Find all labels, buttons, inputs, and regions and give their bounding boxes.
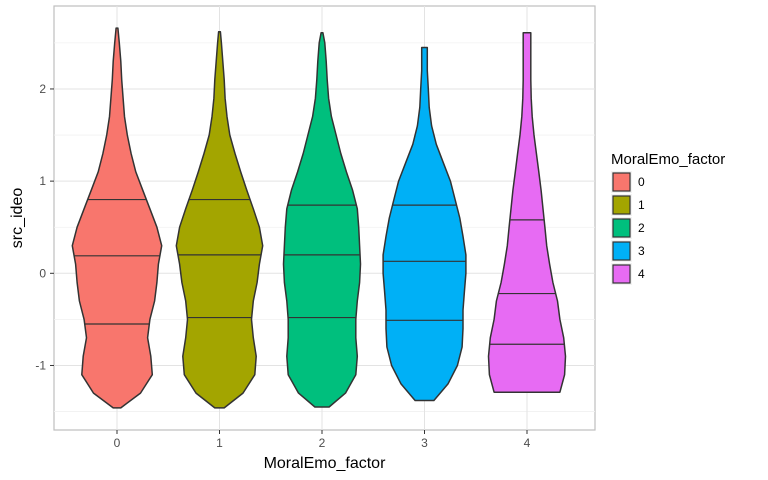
- y-tick-label: 0: [39, 266, 46, 280]
- y-tick-label: -1: [35, 358, 46, 372]
- y-tick-label: 1: [39, 174, 46, 188]
- violins: [71, 27, 567, 409]
- violin-4: [487, 31, 567, 393]
- legend-swatch-4: [612, 264, 631, 284]
- x-tick-label: 1: [216, 436, 223, 450]
- violin-2: [282, 31, 362, 408]
- legend-label-2: 2: [638, 221, 645, 235]
- x-tick-label: 3: [421, 436, 428, 450]
- legend-label-3: 3: [638, 244, 645, 258]
- violin-3: [382, 46, 467, 402]
- x-tick-label: 2: [319, 436, 326, 450]
- legend-swatch-3: [612, 241, 631, 261]
- legend-swatch-2: [612, 218, 631, 238]
- x-axis-title: MoralEmo_factor: [264, 455, 386, 472]
- legend-label-4: 4: [638, 267, 645, 281]
- violin-1: [175, 31, 264, 409]
- legend-title: MoralEmo_factor: [611, 151, 725, 168]
- legend-swatch-0: [612, 172, 631, 192]
- x-tick-label: 0: [114, 436, 121, 450]
- legend: MoralEmo_factor 0 1 2 3 4: [611, 151, 725, 285]
- legend-label-0: 0: [638, 175, 645, 189]
- y-tick-label: 2: [39, 82, 46, 96]
- violin-0: [71, 27, 163, 409]
- legend-label-1: 1: [638, 198, 645, 212]
- axes: -1 0 1 2 0 1 2 3 4: [35, 82, 530, 450]
- x-tick-label: 4: [524, 436, 531, 450]
- legend-swatch-1: [612, 195, 631, 215]
- y-axis-title: src_ideo: [9, 188, 26, 249]
